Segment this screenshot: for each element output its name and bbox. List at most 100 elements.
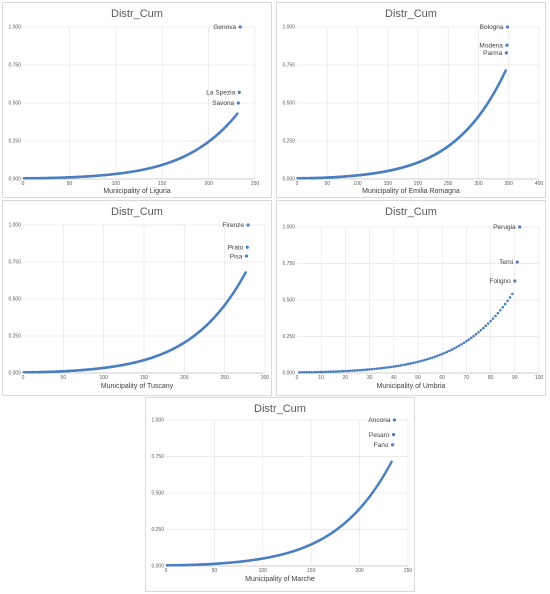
point-annotation: La Spezia	[206, 90, 235, 97]
data-point	[467, 338, 471, 341]
data-point	[421, 359, 425, 362]
chart-title: Distr_Cum	[385, 8, 437, 20]
data-point	[399, 364, 403, 367]
x-axis-label: Municipality of Liguria	[103, 188, 171, 195]
data-point	[298, 370, 301, 374]
data-point-labelled	[513, 279, 517, 283]
data-point	[312, 370, 316, 374]
data-point	[508, 296, 512, 299]
x-tick-label: 250	[251, 181, 260, 187]
data-point	[469, 336, 473, 340]
x-tick-label: 0	[22, 375, 25, 381]
data-point	[402, 363, 405, 367]
data-point	[351, 369, 354, 372]
data-point	[302, 370, 306, 374]
x-tick-label: 100	[112, 181, 121, 187]
x-tick-label: 0	[165, 568, 168, 574]
data-point	[348, 369, 352, 373]
chart-title: Distr_Cum	[111, 8, 163, 20]
y-tick-label: 0.250	[282, 139, 295, 145]
point-annotation: Perugia	[493, 224, 516, 231]
data-point	[324, 370, 328, 374]
data-point	[329, 370, 333, 373]
data-point	[491, 317, 495, 320]
point-annotation: Pesaro	[369, 432, 390, 439]
x-tick-label: 400	[535, 181, 544, 187]
point-annotation: Ancona	[368, 417, 390, 424]
data-point-labelled	[237, 90, 241, 94]
y-tick-label: 0.000	[8, 177, 21, 183]
data-point	[409, 362, 413, 365]
data-point	[377, 367, 381, 370]
x-axis-label: Municipality of Tuscany	[100, 383, 174, 390]
x-tick-label: 0	[296, 181, 299, 187]
data-point	[407, 362, 410, 366]
y-tick-label: 1.000	[282, 25, 295, 31]
data-point	[474, 332, 478, 336]
y-tick-label: 0.750	[151, 454, 164, 460]
data-point	[368, 368, 371, 371]
data-point	[244, 271, 247, 274]
data-point-labelled	[392, 418, 397, 422]
y-tick-label: 0.250	[8, 334, 21, 340]
data-point	[341, 369, 345, 373]
point-annotation: Fano	[374, 442, 389, 449]
data-point	[334, 370, 338, 373]
y-tick-label: 1.000	[151, 418, 164, 424]
y-tick-label: 0.750	[282, 63, 295, 69]
data-point	[428, 357, 432, 360]
data-point	[457, 344, 461, 347]
x-tick-label: 40	[391, 375, 397, 381]
x-tick-label: 200	[204, 181, 213, 187]
data-point-labelled	[238, 25, 242, 29]
data-point	[390, 365, 393, 369]
x-tick-label: 30	[367, 375, 373, 381]
chart-panel-emilia-romagna: Distr_Cum 0.000 0.250 0.500 0.750 1.000 0 50 10…	[276, 2, 546, 198]
data-point-labelled	[515, 260, 519, 264]
data-point	[472, 334, 475, 338]
data-point-labelled	[390, 443, 395, 447]
y-tick-label: 0.000	[151, 564, 164, 570]
point-annotation: Prato	[228, 244, 244, 251]
chart-plot-tuscany: 0.000 0.250 0.500 0.750 1.000 0 50 100 150 200 250…	[8, 222, 269, 381]
x-tick-label: 250	[404, 568, 413, 574]
data-point	[484, 324, 488, 328]
point-annotation: Foligno	[489, 278, 511, 285]
x-tick-label: 100	[99, 375, 108, 381]
data-point	[327, 370, 330, 374]
y-tick-label: 0.250	[151, 527, 164, 533]
x-tick-label: 20	[343, 375, 349, 381]
data-point	[322, 370, 325, 374]
data-point	[448, 349, 451, 353]
y-tick-label: 0.500	[8, 297, 21, 303]
data-point	[489, 319, 492, 323]
data-point	[307, 370, 311, 374]
point-annotation: Modena	[479, 42, 503, 49]
data-point	[346, 369, 350, 373]
x-tick-label: 300	[474, 181, 483, 187]
point-annotation: Terni	[499, 259, 513, 266]
chart-title: Distr_Cum	[385, 206, 437, 218]
data-point	[440, 352, 444, 356]
data-point	[305, 370, 308, 374]
data-point	[445, 350, 449, 354]
x-tick-label: 90	[512, 375, 518, 381]
data-point	[344, 369, 347, 373]
data-point	[353, 369, 357, 372]
x-tick-label: 200	[414, 181, 423, 187]
y-tick-label: 0.250	[282, 334, 295, 340]
y-tick-label: 0.500	[282, 298, 295, 304]
data-point	[482, 326, 485, 330]
chart-plot-marche: 0.000 0.250 0.500 0.750 1.000 0 50 100 150 200 250…	[151, 417, 413, 574]
data-point	[356, 369, 359, 372]
data-point	[361, 368, 364, 372]
point-annotation: Parma	[483, 50, 503, 57]
x-tick-label: 150	[158, 181, 167, 187]
data-point-labelled	[518, 225, 522, 229]
chart-panel-tuscany: Distr_Cum 0.000 0.250 0.500 0.750 1.000 0 50 10…	[2, 200, 272, 396]
data-point	[319, 370, 323, 374]
data-point	[501, 305, 504, 309]
x-tick-label: 250	[220, 375, 229, 381]
data-point	[365, 368, 369, 371]
y-tick-label: 0.500	[282, 101, 295, 107]
